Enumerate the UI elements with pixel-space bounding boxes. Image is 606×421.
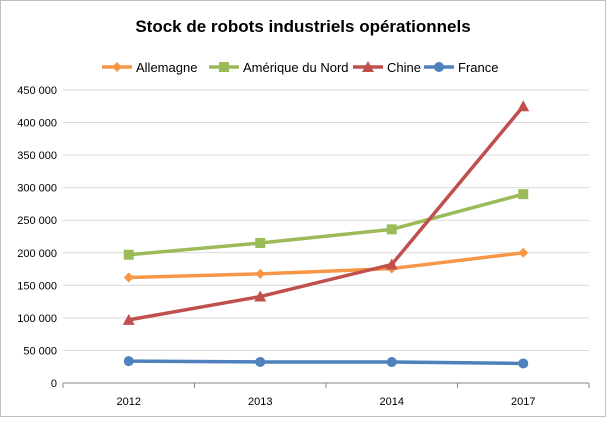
y-tick-label: 300 000 — [17, 183, 57, 195]
data-point-amerique-du-nord — [123, 249, 134, 260]
chart-title: Stock de robots industriels opérationnel… — [135, 17, 470, 36]
y-tick-label: 100 000 — [17, 313, 57, 325]
legend: Allemagne Amérique du Nord Chine France — [102, 60, 498, 75]
series-line-allemagne — [128, 251, 524, 280]
legend-label: Amérique du Nord — [243, 60, 349, 75]
data-point-allemagne — [255, 268, 266, 279]
legend-item-chine: Chine — [353, 60, 421, 75]
series-line-france — [128, 359, 524, 366]
data-point-allemagne — [518, 247, 529, 258]
data-point-amerique-du-nord — [386, 224, 397, 235]
data-point-chine — [385, 258, 398, 270]
data-point-france — [255, 356, 266, 367]
data-point-france — [518, 358, 529, 369]
legend-marker — [434, 62, 444, 72]
legend-marker — [219, 62, 229, 72]
data-point-chine — [122, 313, 135, 325]
x-tick-label: 2014 — [380, 396, 404, 408]
y-tick-label: 450 000 — [17, 85, 57, 97]
y-tick-label: 50 000 — [23, 345, 57, 357]
y-tick-label: 200 000 — [17, 248, 57, 260]
series-chine — [122, 100, 530, 325]
x-tick-label: 2017 — [511, 396, 535, 408]
series-amerique-du-nord — [123, 189, 529, 260]
series-france — [123, 356, 529, 369]
legend-label: Allemagne — [136, 60, 197, 75]
data-point-france — [123, 356, 134, 367]
legend-label: France — [458, 60, 498, 75]
data-point-allemagne — [123, 272, 134, 283]
legend-marker — [112, 62, 122, 72]
y-tick-label: 400 000 — [17, 118, 57, 130]
x-tick-label: 2013 — [248, 396, 272, 408]
series-layer — [122, 100, 530, 369]
y-tick-label: 150 000 — [17, 280, 57, 292]
data-point-france — [386, 357, 397, 368]
x-tick-label: 2012 — [117, 396, 141, 408]
data-point-amerique-du-nord — [255, 238, 266, 249]
x-axis: 2012 2013 2014 2017 — [62, 383, 590, 408]
y-tick-label: 250 000 — [17, 215, 57, 227]
legend-item-amerique-du-nord: Amérique du Nord — [209, 60, 349, 75]
legend-label: Chine — [387, 60, 421, 75]
data-point-chine — [517, 100, 530, 112]
series-line-chine — [128, 105, 525, 322]
data-point-amerique-du-nord — [518, 189, 529, 200]
series-line-amerique-du-nord — [128, 192, 524, 257]
data-point-chine — [254, 290, 267, 302]
legend-item-france: France — [424, 60, 498, 75]
legend-item-allemagne: Allemagne — [102, 60, 197, 75]
y-tick-label: 350 000 — [17, 150, 57, 162]
y-axis: 0 50 000 100 000 150 000 200 000 250 000 300 0… — [17, 85, 57, 390]
y-tick-label: 0 — [51, 378, 57, 390]
legend-marker — [362, 61, 374, 72]
